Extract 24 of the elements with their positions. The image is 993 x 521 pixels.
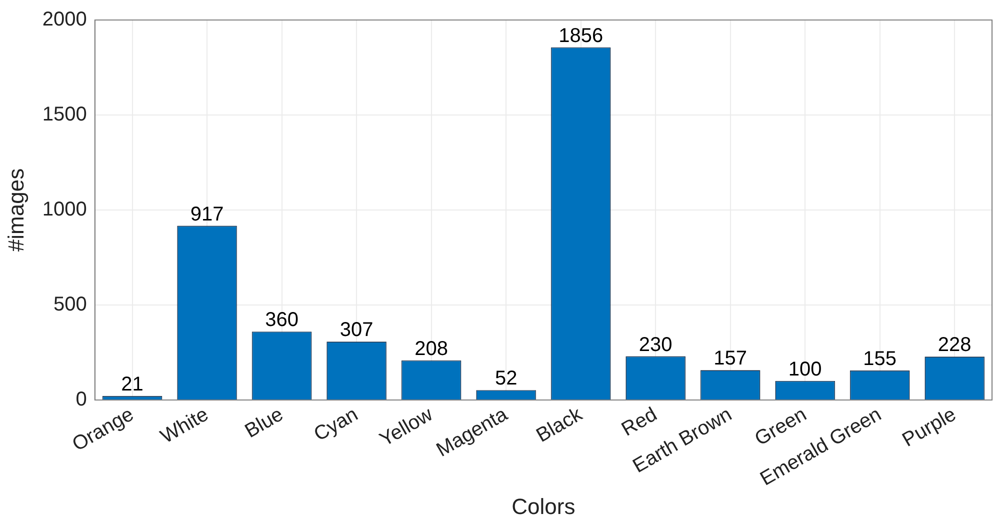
y-tick-label: 1500 xyxy=(42,104,87,126)
data-label: 230 xyxy=(638,334,672,356)
x-axis-title: Colors xyxy=(512,494,576,519)
data-label: 21 xyxy=(121,374,144,396)
x-tick-label: White xyxy=(157,403,212,448)
data-label: 360 xyxy=(265,309,298,332)
y-tick-label: 2000 xyxy=(42,8,87,31)
data-label: 307 xyxy=(340,319,374,342)
y-axis-title: #images xyxy=(3,168,28,252)
data-label: 100 xyxy=(788,358,822,381)
x-tick-label: Red xyxy=(618,403,661,441)
x-tick-label: Cyan xyxy=(310,403,362,446)
data-label: 52 xyxy=(494,368,518,390)
data-label: 155 xyxy=(863,348,897,370)
data-label: 208 xyxy=(414,338,448,360)
x-tick-label: Blue xyxy=(241,403,288,443)
y-tick-label: 0 xyxy=(76,388,87,411)
data-label: 1856 xyxy=(558,24,604,47)
y-tick-label: 500 xyxy=(54,294,87,316)
data-label: 157 xyxy=(714,348,748,370)
data-label: 917 xyxy=(190,203,224,226)
x-tick-label: Black xyxy=(532,402,587,447)
y-tick-label: 1000 xyxy=(42,198,87,221)
data-label: 228 xyxy=(938,334,972,356)
